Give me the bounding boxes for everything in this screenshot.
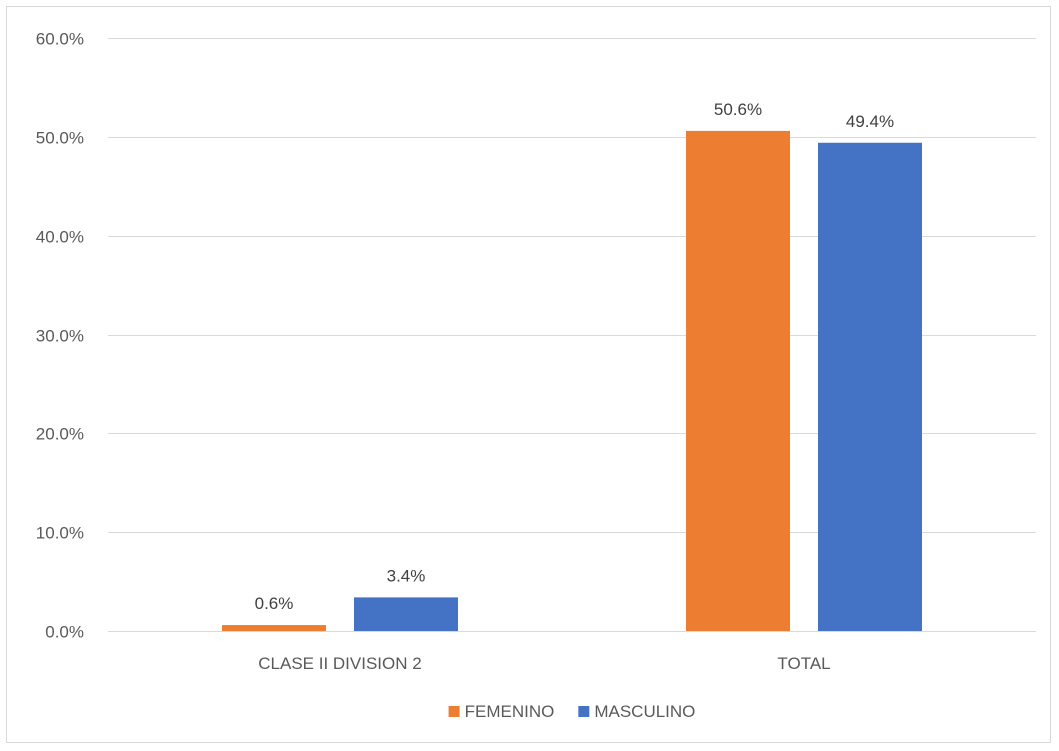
x-category-label: TOTAL [777,654,830,673]
y-tick-label: 30.0% [36,327,84,346]
legend-label: MASCULINO [594,702,695,721]
y-tick-label: 20.0% [36,425,84,444]
data-label: 49.4% [846,112,894,131]
x-category-label: CLASE II DIVISION 2 [258,654,421,673]
y-tick-label: 10.0% [36,524,84,543]
y-tick-label: 40.0% [36,228,84,247]
data-label: 3.4% [387,566,426,585]
legend-swatch-masculino [578,706,590,717]
legend-swatch-femenino [448,706,460,717]
data-label: 50.6% [714,100,762,119]
bar-masculino-0 [354,597,458,631]
data-label: 0.6% [255,594,294,613]
bars [222,130,922,632]
y-tick-label: 50.0% [36,129,84,148]
x-axis-category-labels: CLASE II DIVISION 2 TOTAL [258,654,830,673]
bar-femenino-1 [686,130,790,632]
legend: FEMENINO MASCULINO [448,702,695,721]
legend-label: FEMENINO [465,702,555,721]
y-tick-label: 0.0% [45,623,84,642]
data-labels: 0.6% 3.4% 50.6% 49.4% [255,100,894,613]
y-tick-label: 60.0% [36,30,84,49]
bar-masculino-1 [818,142,922,631]
bar-femenino-0 [222,625,326,631]
y-axis-tick-labels: 0.0% 10.0% 20.0% 30.0% 40.0% 50.0% 60.0% [36,30,84,642]
